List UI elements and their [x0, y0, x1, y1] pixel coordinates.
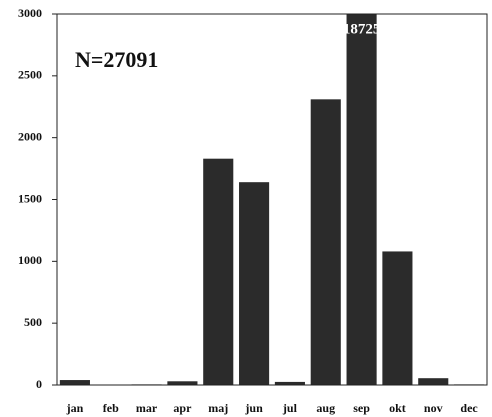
- x-tick-label: okt: [389, 401, 406, 415]
- bar: [59, 380, 90, 385]
- x-tick-label: maj: [208, 401, 228, 415]
- x-tick-label: jul: [282, 401, 298, 415]
- bar: [346, 14, 377, 385]
- bar: [203, 158, 234, 385]
- x-tick-label: sep: [353, 401, 370, 415]
- bar: [167, 381, 198, 385]
- x-tick-label: mar: [136, 401, 158, 415]
- y-tick-label: 2500: [18, 68, 42, 82]
- x-tick-label: jan: [66, 401, 84, 415]
- bar: [382, 251, 413, 385]
- x-tick-label: aug: [316, 401, 335, 415]
- x-tick-label: nov: [424, 401, 443, 415]
- x-tick-label: jun: [244, 401, 263, 415]
- y-tick-label: 1500: [18, 191, 42, 205]
- x-tick-label: feb: [103, 401, 119, 415]
- bars: [59, 14, 485, 385]
- y-tick-label: 1000: [18, 253, 42, 267]
- y-tick-label: 0: [36, 377, 42, 391]
- x-tick-label: apr: [173, 401, 192, 415]
- annotation: N=27091: [75, 47, 158, 72]
- bar: [274, 381, 305, 385]
- y-tick-label: 3000: [18, 6, 42, 20]
- data-label: 18725: [343, 21, 381, 37]
- bar: [418, 378, 449, 385]
- y-tick-label: 2000: [18, 129, 42, 143]
- y-tick-label: 500: [24, 315, 42, 329]
- x-tick-label: dec: [460, 401, 478, 415]
- bar: [239, 182, 270, 385]
- bar: [310, 99, 341, 385]
